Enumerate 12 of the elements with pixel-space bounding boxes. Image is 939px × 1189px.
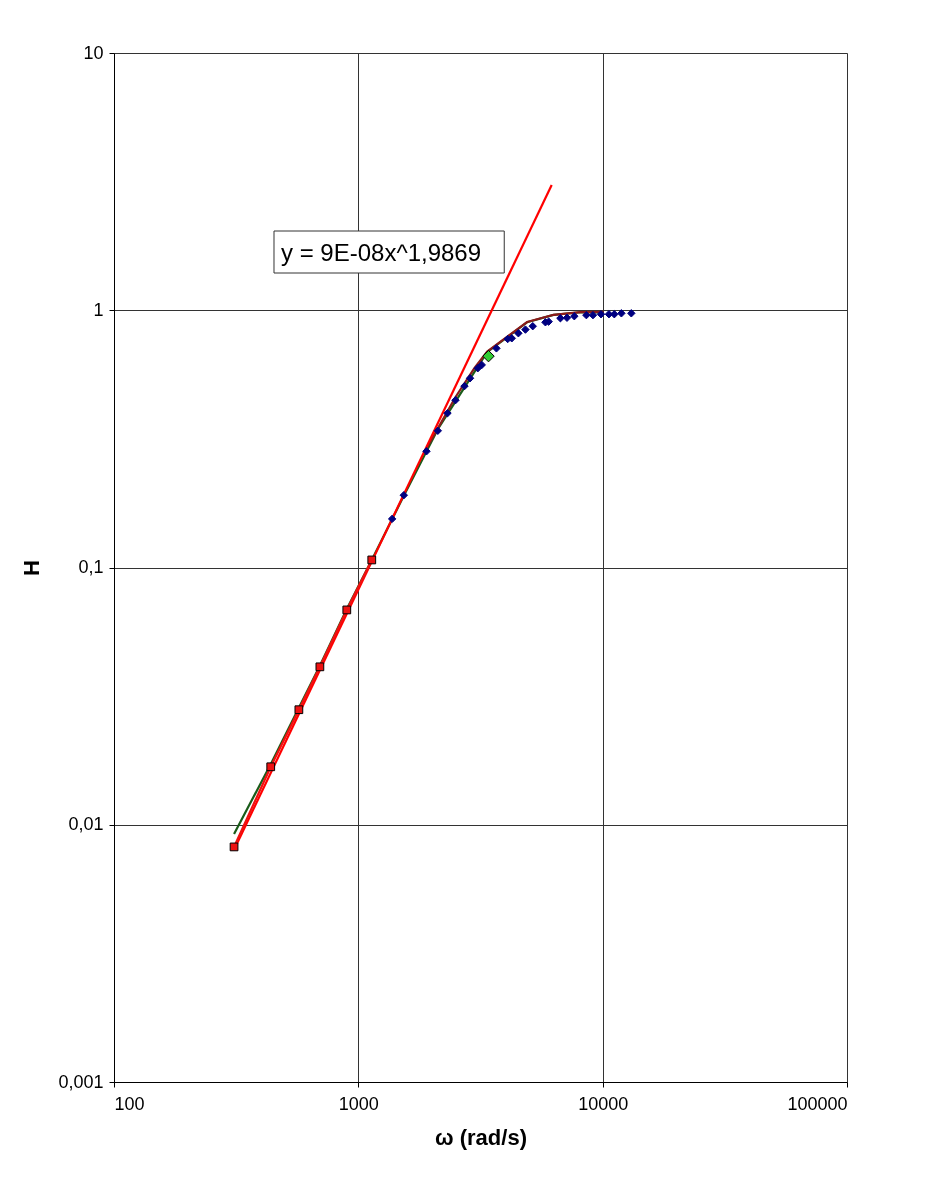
y-axis-title: H xyxy=(19,560,45,576)
y-tick-label: 0,001 xyxy=(58,1071,104,1092)
y-tick-label: 1 xyxy=(93,299,104,320)
y-tick-label: 10 xyxy=(83,42,104,63)
x-tick-label: 100000 xyxy=(787,1093,848,1114)
y-tick-label: 0,1 xyxy=(78,557,104,577)
x-tick-label: 1000 xyxy=(338,1093,379,1114)
x-tick-label: 100 xyxy=(114,1093,145,1114)
x-axis-title: ω (rad/s) xyxy=(435,1124,527,1150)
y-tick-label: 0,01 xyxy=(68,814,104,835)
annotation: y = 9E-08x^1,9869 xyxy=(281,239,482,266)
x-tick-label: 10000 xyxy=(578,1093,629,1114)
